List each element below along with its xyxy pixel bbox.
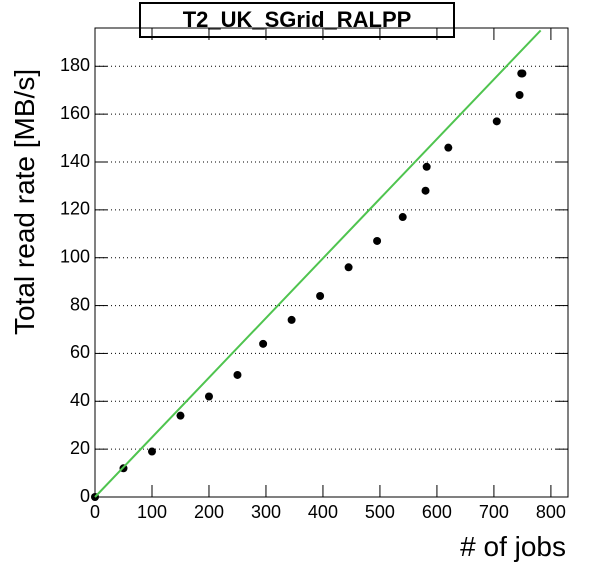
x-tick-label: 400 [308,502,338,522]
point [176,411,185,420]
point [233,370,242,379]
x-tick-label: 200 [194,502,224,522]
y-axis-label: Total read rate [MB/s] [9,69,40,335]
point [518,69,527,78]
fit-line [94,29,542,498]
y-tick-label: 80 [70,294,90,314]
point [344,263,353,272]
y-tick-label: 100 [60,246,90,266]
y-tick-label: 0 [80,486,90,506]
point [398,213,407,222]
y-tick-label: 140 [60,151,90,171]
point [259,339,268,348]
x-tick-label: 100 [137,502,167,522]
point [316,292,325,300]
y-tick-label: 180 [60,55,90,75]
point [147,447,156,456]
point [204,392,213,401]
x-tick-label: 500 [365,502,395,522]
x-tick-label: 600 [422,502,452,522]
y-tick-label: 60 [70,342,90,362]
point [444,143,453,152]
x-tick-label: 0 [90,502,100,522]
x-axis-label: # of jobs [460,531,566,562]
y-tick-label: 160 [60,103,90,123]
y-tick-label: 20 [70,438,90,458]
x-tick-label: 300 [251,502,281,522]
point [492,117,501,126]
x-tick-label: 800 [536,502,566,522]
plot-frame [94,27,569,498]
point [373,236,382,245]
point [422,162,431,171]
point [515,91,524,99]
y-tick-label: 40 [70,390,90,410]
point [287,315,296,324]
x-tick-label: 700 [479,502,509,522]
y-tick-label: 120 [60,199,90,219]
point [421,186,430,195]
title-box [139,2,455,38]
